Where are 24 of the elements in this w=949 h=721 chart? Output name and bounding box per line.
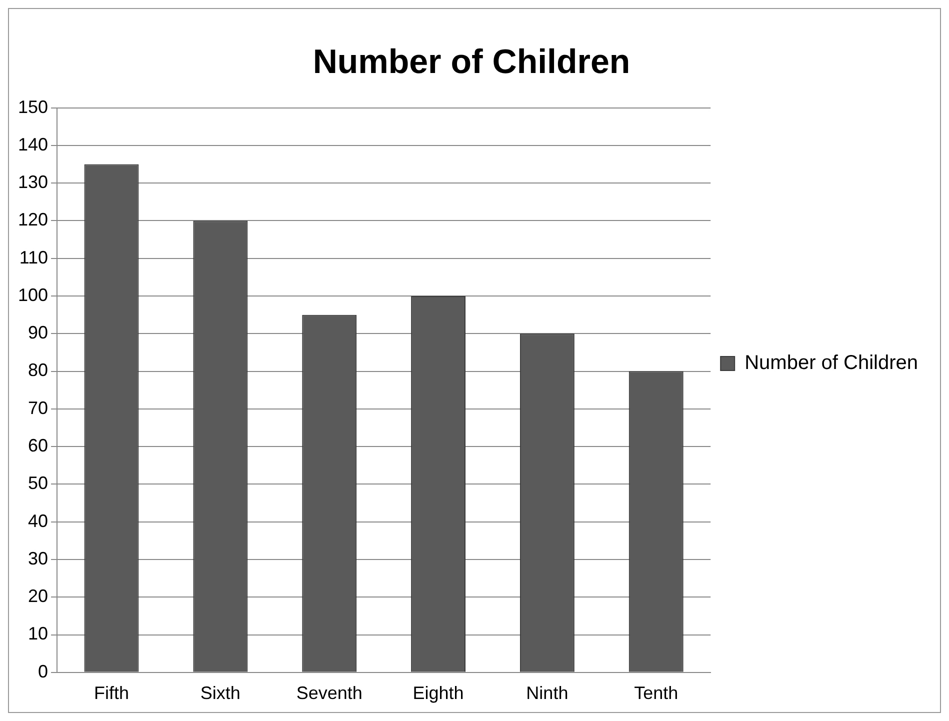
y-tick-label: 20 [28, 586, 48, 606]
y-tick-label: 50 [28, 473, 48, 494]
y-tick-label: 90 [28, 322, 48, 343]
x-tick-label: Ninth [526, 683, 568, 704]
y-tick-label: 80 [28, 360, 48, 380]
y-tick-label: 100 [18, 284, 48, 305]
legend-label: Number of Children [744, 352, 918, 374]
y-tick-label: 150 [18, 96, 48, 117]
y-tick-label: 60 [28, 436, 48, 456]
x-tick-label: Tenth [634, 683, 678, 704]
x-tick-label: Sixth [200, 683, 240, 704]
y-tick-label: 30 [28, 548, 48, 568]
y-tick-label: 10 [28, 624, 48, 644]
chart-title: Number of Children [312, 42, 630, 81]
x-tick-label: Seventh [296, 683, 362, 704]
y-tick-label: 70 [28, 398, 48, 418]
y-tick-label: 130 [18, 172, 48, 192]
y-tick-label: 110 [19, 247, 48, 268]
x-tick-label: Eighth [412, 683, 464, 704]
y-tick-label: 40 [28, 510, 48, 531]
y-tick-label: 140 [18, 134, 48, 154]
y-tick-label: 0 [38, 661, 48, 682]
x-tick-label: Fifth [94, 683, 130, 704]
y-tick-label: 120 [18, 210, 48, 230]
